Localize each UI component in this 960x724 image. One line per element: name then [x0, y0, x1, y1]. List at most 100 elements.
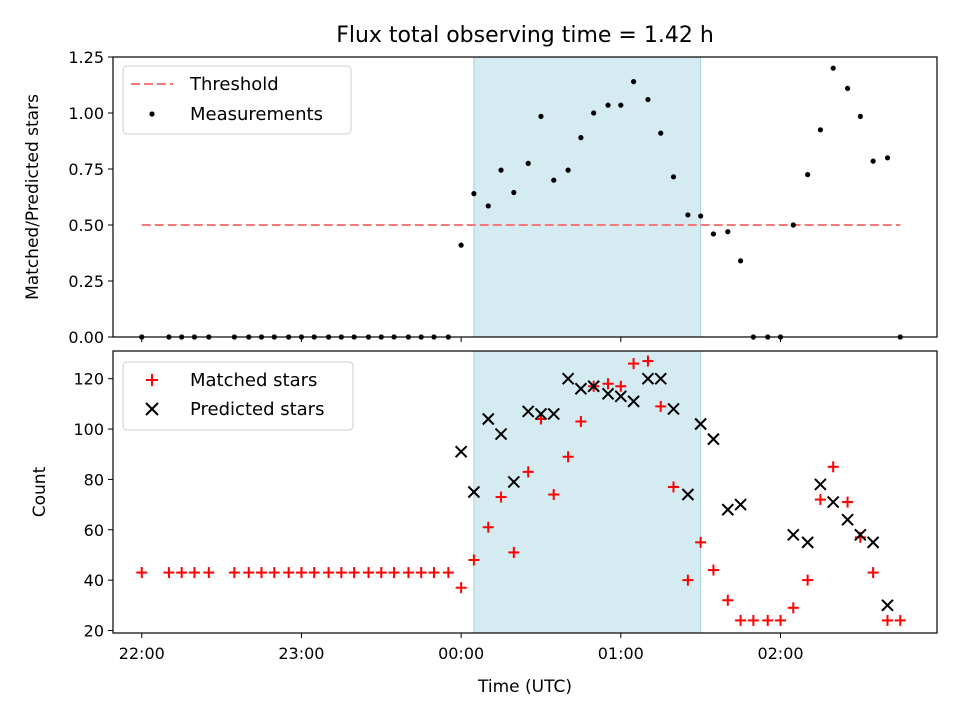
predicted-star-point: [654, 372, 667, 385]
matched-star-point: [775, 614, 787, 626]
measurement-point: [498, 167, 504, 173]
predicted-star-point: [627, 395, 640, 408]
bottom-panel: 20 40 60 80 100 120 22:00 23:00 00:00 01:00 02:00…: [30, 350, 938, 697]
predicted-star-point: [667, 402, 680, 416]
matched-star-point: [562, 451, 574, 463]
predicted-star-point: [467, 485, 481, 499]
measurement-point: [630, 79, 637, 85]
matched-star-point: [415, 567, 427, 579]
measurement-point: [538, 113, 544, 119]
predicted-star-stroke-b: [614, 390, 628, 403]
predicted-star-stroke-b: [681, 488, 695, 501]
predicted-star-stroke-b: [801, 536, 814, 549]
matched-star-point: [283, 567, 295, 579]
measurement-point: [658, 130, 664, 136]
matched-star-point: [308, 567, 320, 579]
predicted-star-point: [814, 478, 827, 491]
matched-star-point: [722, 594, 734, 606]
matched-star-point: [482, 521, 494, 533]
top-panel: 0.00 0.25 0.50 0.75 1.00 1.25 Matched/Predict…: [23, 48, 938, 347]
predicted-star-point: [826, 495, 840, 509]
matched-star-point: [442, 567, 454, 579]
matched-star-point: [615, 380, 627, 392]
measurement-points: [139, 65, 903, 340]
legend-threshold-label: Threshold: [189, 74, 279, 95]
matched-star-point: [668, 481, 680, 493]
predicted-star-point: [614, 390, 628, 403]
y-tick-label: 0.50: [68, 216, 104, 235]
matched-star-point: [747, 614, 759, 626]
y-tick-label: 60: [84, 521, 104, 540]
bottom-y-axis-label: Count: [30, 466, 50, 517]
predicted-star-stroke-b: [826, 495, 840, 509]
predicted-star-stroke-b: [814, 478, 827, 491]
predicted-star-stroke-b: [641, 372, 655, 385]
predicted-star-stroke-b: [601, 387, 615, 401]
matched-star-point: [881, 614, 893, 626]
matched-star-point: [735, 614, 747, 626]
legend-measurements-swatch: [149, 111, 155, 117]
predicted-star-point: [866, 536, 880, 549]
y-tick-label: 1.00: [68, 104, 104, 123]
predicted-star-stroke-b: [881, 599, 894, 612]
measurement-point: [458, 242, 464, 248]
predicted-star-stroke-b: [574, 382, 588, 395]
predicted-star-point: [707, 432, 720, 446]
predicted-star-point: [694, 417, 707, 431]
matched-star-point: [163, 567, 175, 579]
predicted-star-stroke-b: [787, 528, 800, 542]
predicted-star-point: [534, 407, 548, 421]
matched-star-point: [682, 574, 694, 586]
predicted-star-point: [881, 599, 894, 612]
y-tick-label: 0.25: [68, 272, 104, 291]
matched-star-point: [402, 567, 414, 579]
matched-star-point: [268, 567, 280, 579]
matched-star-point: [203, 567, 215, 579]
matched-star-point: [787, 602, 799, 614]
measurement-point: [645, 96, 651, 103]
matched-star-point: [628, 358, 640, 370]
predicted-star-point: [574, 382, 588, 395]
measurement-point: [710, 231, 717, 237]
predicted-star-point: [841, 513, 854, 526]
measurement-point: [670, 174, 677, 180]
measurement-point: [698, 213, 704, 219]
matched-star-point: [575, 416, 587, 427]
predicted-star-point: [482, 412, 495, 426]
measurement-point: [844, 85, 851, 91]
matched-star-point: [867, 567, 879, 579]
y-tick-label: 40: [84, 571, 104, 590]
measurement-point: [525, 160, 531, 166]
predicted-star-stroke-b: [734, 498, 747, 511]
matched-star-point: [468, 554, 480, 566]
top-legend: Threshold Measurements: [122, 65, 352, 135]
y-tick-label: 0.00: [68, 328, 104, 347]
measurement-point: [485, 203, 491, 209]
predicted-star-stroke-b: [854, 528, 867, 542]
matched-star-point: [707, 564, 719, 576]
measurement-point: [511, 189, 517, 196]
predicted-star-stroke-b: [454, 445, 468, 458]
predicted-star-stroke-b: [534, 407, 548, 421]
matched-star-point: [136, 567, 148, 579]
predicted-star-stroke-b: [547, 407, 560, 421]
measurement-point: [618, 102, 624, 108]
matched-star-point: [375, 567, 387, 579]
matched-star-point: [295, 567, 307, 579]
measurement-point: [870, 158, 876, 164]
matched-star-point: [428, 567, 440, 579]
measurement-point: [578, 135, 584, 141]
predicted-star-point: [854, 528, 867, 542]
predicted-star-stroke-b: [521, 405, 535, 418]
predicted-star-stroke-b: [627, 395, 640, 408]
top-y-axis: 0.00 0.25 0.50 0.75 1.00 1.25: [68, 48, 113, 347]
measurement-point: [884, 155, 891, 161]
matched-stars-points: [136, 355, 906, 626]
matched-star-point: [642, 355, 654, 367]
observing-window-span: [473, 56, 702, 338]
chart-title: Flux total observing time = 1.42 h: [336, 23, 714, 48]
bottom-x-axis: 22:00 23:00 00:00 01:00 02:00: [119, 633, 804, 663]
matched-star-point: [348, 567, 360, 579]
predicted-star-point: [494, 427, 508, 441]
